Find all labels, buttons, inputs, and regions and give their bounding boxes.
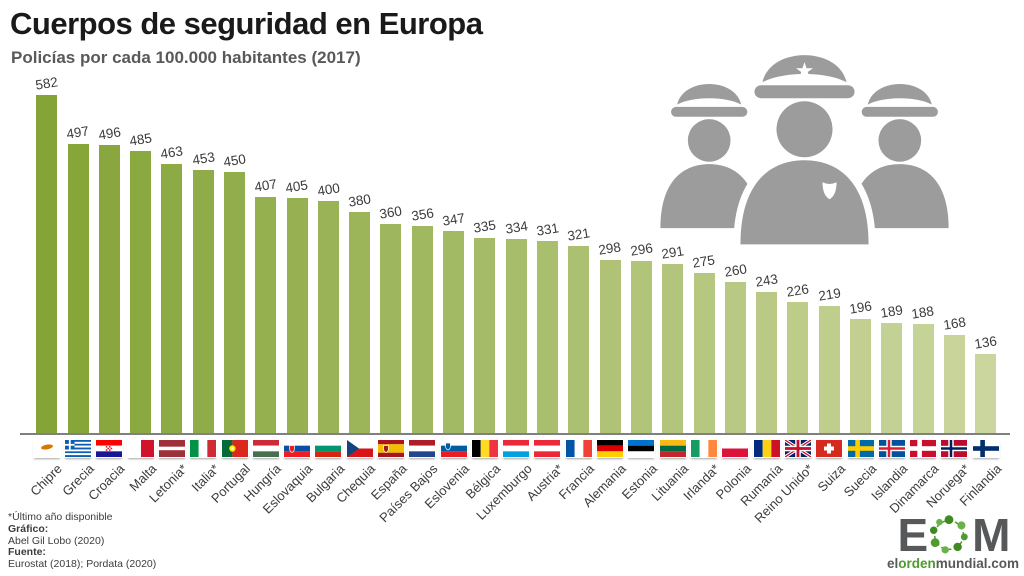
flag-Chipre: [32, 439, 61, 458]
bar-Luxemburgo: [505, 239, 527, 433]
flag-Lituania: [658, 439, 687, 458]
flag-Finlandia: [971, 439, 1000, 458]
flag-Suecia: [846, 439, 875, 458]
flag-Irlanda*: [690, 439, 718, 458]
footnote-source-text: Eurostat (2018); Pordata (2020): [8, 558, 157, 571]
flag-Dinamarca: [909, 439, 937, 458]
bar-Grecia: [67, 144, 89, 433]
value-label: 136: [973, 333, 998, 352]
x-axis-line: [20, 433, 1010, 435]
flag-Islandia: [877, 439, 906, 458]
flag-Grecia: [64, 439, 92, 458]
flag-Hungría: [251, 439, 280, 458]
footnote-graphic-label: Gráfico:: [8, 522, 49, 535]
eom-logo: E M elordenmundial.com: [884, 509, 1022, 571]
eom-letter-m: M: [972, 509, 1010, 561]
bar-Letonia*: [161, 164, 183, 433]
flag-Letonia*: [157, 439, 186, 458]
bar-Polonia: [724, 282, 746, 433]
bar-Eslovaquia: [286, 198, 308, 433]
bar-Reino Unido*: [787, 302, 809, 433]
flag-Rumanía: [752, 439, 781, 458]
bar-Bulgaria: [317, 201, 339, 433]
eom-url: elordenmundial.com: [884, 556, 1022, 571]
bar-Finlandia: [975, 354, 997, 433]
bar-Alemania: [599, 260, 621, 433]
bar-Italia*: [192, 170, 214, 433]
svg-text:★: ★: [795, 58, 815, 83]
bar-Austria*: [536, 241, 558, 433]
flag-Países Bajos: [408, 439, 437, 458]
flag-Bélgica: [470, 439, 499, 458]
eom-o-dots-icon: [930, 515, 968, 554]
bar-Rumanía: [756, 292, 777, 433]
eom-letter-e: E: [897, 509, 928, 561]
flag-Noruega*: [940, 439, 969, 458]
bar-Chequia: [349, 212, 371, 433]
flag-Polonia: [721, 439, 750, 458]
police-officers-icon: ★: [660, 28, 949, 246]
eom-url-green: orden: [898, 556, 936, 571]
flag-Croacia: [95, 439, 124, 458]
flag-Suiza: [815, 439, 844, 458]
flag-Bulgaria: [314, 439, 343, 458]
page-title: Cuerpos de seguridad en Europa: [10, 6, 483, 41]
bar-Malta: [130, 151, 152, 433]
bar-Suiza: [818, 306, 840, 433]
bar-Suecia: [850, 319, 871, 433]
flag-Alemania: [596, 439, 624, 458]
value-label: 582: [34, 74, 59, 93]
bar-Hungría: [255, 197, 277, 433]
flag-Francia: [564, 439, 593, 458]
bar-Noruega*: [943, 335, 965, 433]
bar-Lituania: [662, 264, 684, 433]
eom-url-post: mundial.com: [935, 556, 1020, 571]
flag-Portugal: [220, 439, 249, 458]
bar-Dinamarca: [912, 324, 934, 433]
bar-Países Bajos: [411, 226, 433, 433]
bar-Bélgica: [474, 238, 496, 433]
flag-Italia*: [189, 439, 218, 458]
footnote-block: *Último año disponible Gráfico: Abel Gil…: [8, 511, 157, 571]
bar-Chipre: [36, 95, 58, 433]
footnote-last-year: *Último año disponible: [8, 511, 113, 523]
footnote-graphic-author: Abel Gil Lobo (2020): [8, 534, 105, 547]
bar-Portugal: [224, 172, 245, 433]
bar-Francia: [568, 246, 590, 433]
bar-Croacia: [98, 145, 120, 433]
flag-Estonia: [627, 439, 656, 458]
bar-Islandia: [881, 323, 903, 433]
bar-Estonia: [630, 261, 652, 433]
flag-Luxemburgo: [502, 439, 531, 458]
bar-España: [380, 224, 402, 433]
flag-Chequia: [345, 439, 374, 458]
footnote-source-label: Fuente:: [8, 546, 46, 559]
page-subtitle: Policías por cada 100.000 habitantes (20…: [11, 48, 361, 67]
flag-Reino Unido*: [783, 438, 812, 459]
flag-Austria*: [533, 439, 562, 458]
flag-España: [376, 439, 405, 458]
bar-Eslovenia: [443, 231, 465, 433]
flag-Eslovaquia: [283, 439, 311, 458]
flag-Malta: [126, 439, 155, 458]
bar-Irlanda*: [693, 273, 715, 433]
flag-Eslovenia: [439, 439, 468, 458]
country-label: Chipre: [27, 461, 66, 499]
eom-url-pre: el: [886, 556, 899, 571]
